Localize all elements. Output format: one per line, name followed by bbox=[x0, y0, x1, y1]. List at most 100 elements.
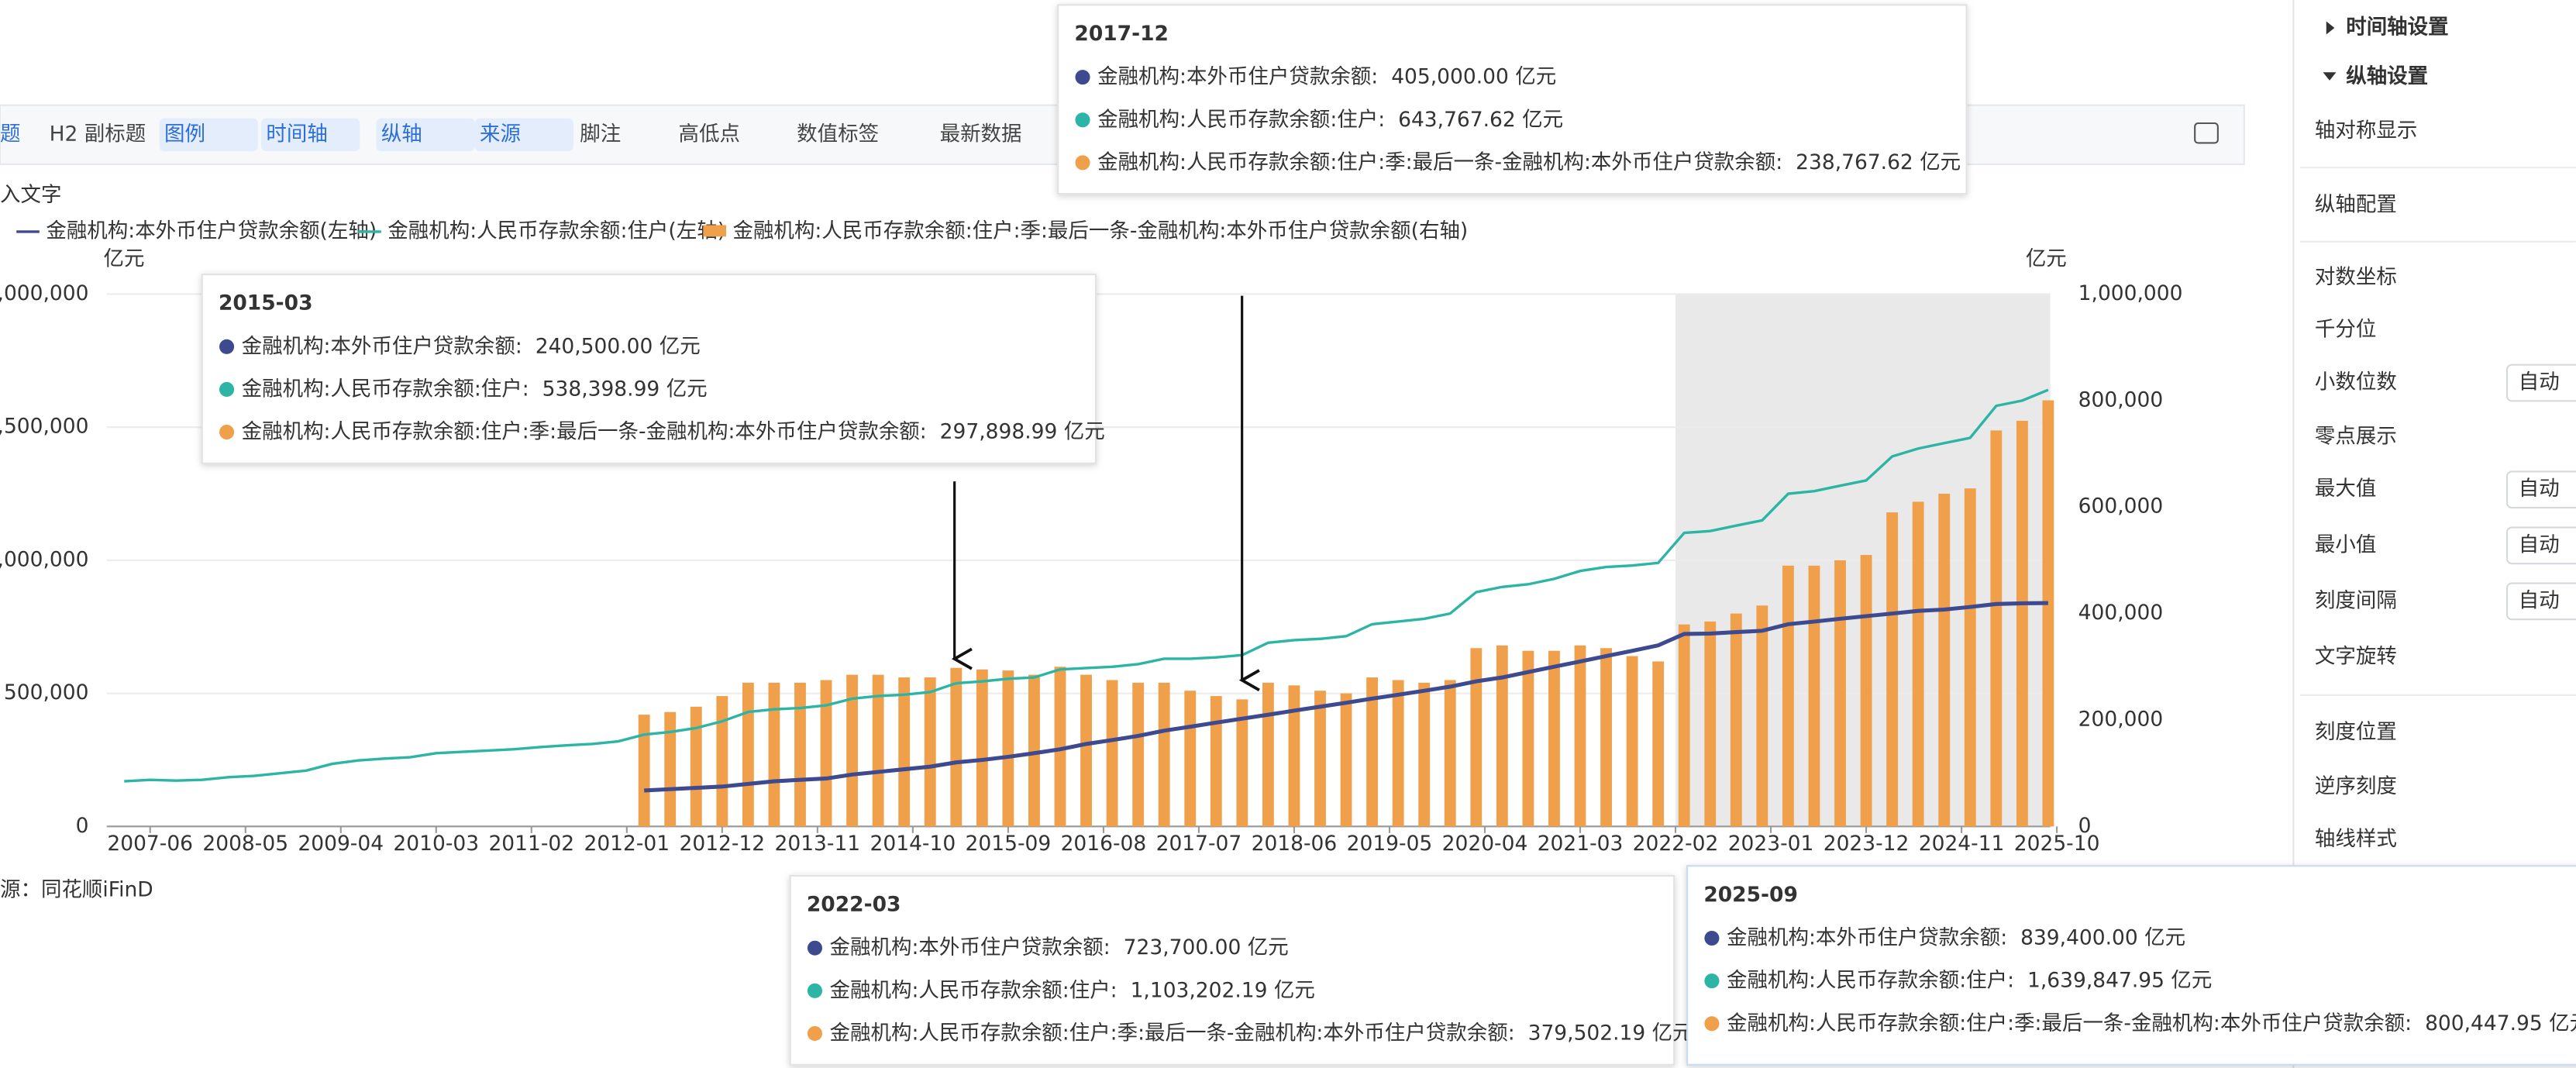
y2-tick-label: 400,000 bbox=[2078, 601, 2164, 625]
bar bbox=[638, 715, 650, 827]
bar bbox=[1288, 685, 1300, 827]
section-title[interactable]: 纵轴设置 bbox=[2346, 64, 2428, 88]
bar bbox=[2016, 420, 2028, 827]
bar bbox=[1314, 691, 1326, 827]
setting-label[interactable]: 对数坐标 bbox=[2315, 265, 2397, 289]
setting-value[interactable]: 自动 bbox=[2519, 477, 2560, 501]
toolbar-icon[interactable] bbox=[2194, 122, 2219, 144]
tooltip-title: 2017-12 bbox=[1074, 22, 1169, 46]
x-tick-label: 2023-01 bbox=[1728, 832, 1814, 856]
setting-input[interactable] bbox=[2505, 363, 2576, 402]
tooltip-box bbox=[1057, 4, 1968, 195]
setting-value[interactable]: 自动 bbox=[2519, 370, 2560, 394]
bar bbox=[690, 706, 702, 827]
setting-label[interactable]: 文字旋转 bbox=[2315, 644, 2397, 668]
legend-label[interactable]: 金融机构:人民币存款余额:住户(左轴) bbox=[387, 219, 725, 243]
setting-label[interactable]: 轴对称显示 bbox=[2315, 119, 2417, 143]
tooltip-marker bbox=[807, 983, 823, 998]
tooltip-label: 金融机构:人民币存款余额:住户: bbox=[242, 377, 529, 401]
bar bbox=[1158, 682, 1170, 827]
bar bbox=[716, 696, 728, 827]
toolbar-highlight[interactable] bbox=[376, 118, 475, 152]
legend-label[interactable]: 金融机构:本外币住户贷款余额(左轴) bbox=[46, 219, 377, 243]
tooltip-title: 2025-09 bbox=[1703, 883, 1798, 907]
setting-label[interactable]: 逆序刻度 bbox=[2315, 774, 2397, 798]
toolbar-item[interactable]: 数值标签 bbox=[797, 122, 879, 146]
tooltip-row: 金融机构:本外币住户贷款余额: 240,500.00 亿元 bbox=[242, 334, 701, 358]
bar bbox=[1626, 656, 1638, 827]
tooltip-row: 金融机构:人民币存款余额:住户:季:最后一条-金融机构:本外币住户贷款余额: 80… bbox=[1727, 1011, 2576, 1035]
setting-label[interactable]: 刻度间隔 bbox=[2315, 588, 2397, 612]
setting-label[interactable]: 小数位数 bbox=[2315, 370, 2397, 394]
bar bbox=[1938, 494, 1951, 827]
tooltip-marker bbox=[1704, 930, 1720, 946]
section-title[interactable]: 时间轴设置 bbox=[2346, 16, 2448, 40]
section-caret[interactable] bbox=[2326, 21, 2335, 35]
setting-input[interactable] bbox=[2505, 526, 2576, 565]
setting-label[interactable]: 最小值 bbox=[2315, 532, 2376, 556]
setting-input[interactable] bbox=[2505, 582, 2576, 621]
toolbar-item[interactable]: 题 bbox=[0, 122, 20, 146]
legend-label[interactable]: 金融机构:人民币存款余额:住户:季:最后一条-金融机构:本外币住户贷款余额(右轴… bbox=[732, 219, 1468, 243]
tooltip-label: 金融机构:人民币存款余额:住户:季:最后一条-金融机构:本外币住户贷款余额: bbox=[830, 1021, 1515, 1045]
input-hint[interactable]: 入文字 bbox=[0, 183, 61, 207]
setting-label[interactable]: 刻度位置 bbox=[2315, 720, 2397, 744]
toolbar-item[interactable]: 最新数据 bbox=[940, 122, 1022, 146]
tooltip-value: 839,400.00 亿元 bbox=[2020, 925, 2185, 949]
tooltip-row: 金融机构:人民币存款余额:住户:季:最后一条-金融机构:本外币住户贷款余额: 37… bbox=[830, 1021, 1693, 1045]
toolbar-item[interactable]: 脚注 bbox=[580, 122, 621, 146]
toolbar-item[interactable]: 纵轴 bbox=[381, 122, 422, 146]
tooltip-marker bbox=[219, 425, 235, 440]
setting-label[interactable]: 轴线样式 bbox=[2315, 827, 2397, 851]
y-tick-label: 0 bbox=[76, 814, 89, 838]
bar bbox=[1470, 648, 1483, 827]
x-tick-label: 2018-06 bbox=[1252, 832, 1338, 856]
toolbar-item[interactable]: 图例 bbox=[164, 122, 205, 146]
tooltip-row: 金融机构:人民币存款余额:住户: 538,398.99 亿元 bbox=[242, 377, 708, 401]
toolbar-item[interactable]: H2 副标题 bbox=[50, 122, 146, 146]
bar bbox=[1522, 650, 1534, 827]
y2-tick-label: 600,000 bbox=[2078, 494, 2164, 518]
toolbar-highlight[interactable] bbox=[474, 118, 573, 152]
y-unit: 亿元 bbox=[104, 246, 145, 270]
bar bbox=[1704, 621, 1717, 827]
setting-label[interactable]: 纵轴配置 bbox=[2315, 192, 2397, 216]
bar bbox=[1990, 430, 2003, 827]
x-tick-label: 2016-08 bbox=[1061, 832, 1147, 856]
chart: 0 500,000 1,000,000 1,500,000 2,000,000 0 200,… bbox=[0, 219, 2182, 856]
x-tick-label: 2021-03 bbox=[1538, 832, 1624, 856]
toolbar-highlight[interactable] bbox=[261, 118, 360, 152]
bar bbox=[1054, 667, 1066, 827]
setting-value[interactable]: 自动 bbox=[2519, 532, 2560, 556]
bar bbox=[742, 682, 754, 827]
line bbox=[124, 388, 2049, 783]
x-tick-label: 2020-04 bbox=[1442, 832, 1528, 856]
bar bbox=[1262, 682, 1274, 827]
toolbar-highlight[interactable] bbox=[159, 118, 258, 152]
section-caret[interactable] bbox=[2323, 72, 2337, 81]
toolbar-item[interactable]: 来源 bbox=[480, 122, 521, 146]
setting-value[interactable]: 自动 bbox=[2519, 588, 2560, 612]
toolbar-item[interactable]: 时间轴 bbox=[266, 122, 327, 146]
bar bbox=[1132, 682, 1145, 827]
tooltip-label: 金融机构:本外币住户贷款余额: bbox=[1097, 64, 1378, 88]
y-tick-label: 1,000,000 bbox=[0, 547, 88, 571]
tooltip-value: 1,103,202.19 亿元 bbox=[1131, 978, 1315, 1002]
bar bbox=[2042, 400, 2054, 827]
tooltip-value: 379,502.19 亿元 bbox=[1528, 1021, 1693, 1045]
bar bbox=[1834, 560, 1846, 827]
setting-label[interactable]: 零点展示 bbox=[2315, 424, 2397, 448]
tooltip-row: 金融机构:人民币存款余额:住户: 1,639,847.95 亿元 bbox=[1727, 968, 2212, 992]
bar bbox=[1210, 696, 1222, 827]
bar bbox=[924, 677, 936, 827]
tooltip-label: 金融机构:人民币存款余额:住户:季:最后一条-金融机构:本外币住户贷款余额: bbox=[242, 419, 927, 443]
toolbar-item[interactable]: 高低点 bbox=[679, 122, 740, 146]
setting-label[interactable]: 千分位 bbox=[2315, 318, 2376, 342]
x-tick-label: 2023-12 bbox=[1824, 832, 1910, 856]
bar bbox=[1860, 555, 1872, 827]
x-tick-label: 2025-10 bbox=[2014, 832, 2100, 856]
bar bbox=[768, 682, 780, 827]
setting-label[interactable]: 最大值 bbox=[2315, 477, 2376, 501]
setting-input[interactable] bbox=[2505, 470, 2576, 509]
bar bbox=[1964, 488, 1976, 827]
